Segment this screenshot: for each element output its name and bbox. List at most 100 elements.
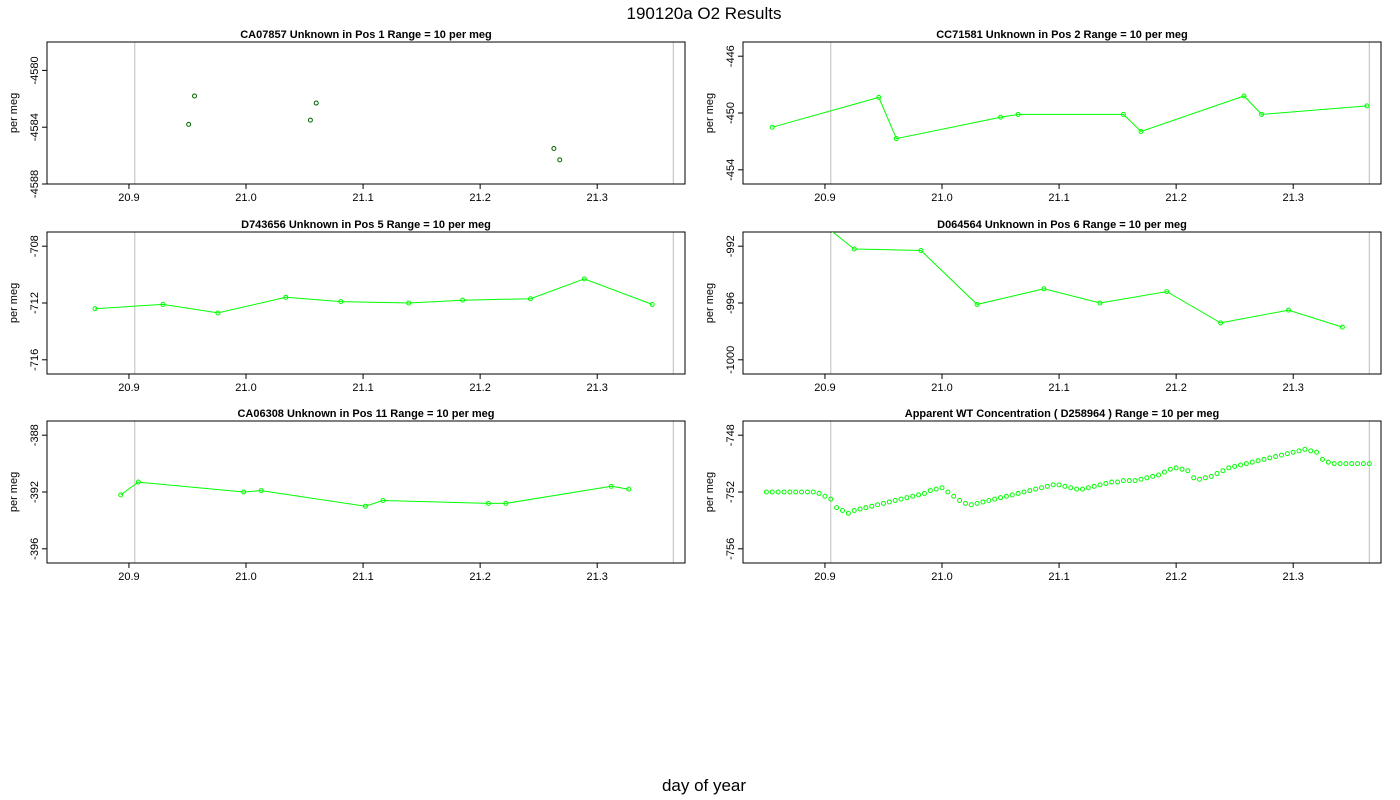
data-point: [608, 483, 614, 489]
data-point: [869, 503, 875, 509]
x-tick-label: 21.2: [469, 382, 490, 394]
data-point: [945, 489, 951, 495]
x-tick-label: 20.9: [814, 571, 835, 583]
data-point: [893, 136, 899, 142]
data-point: [998, 495, 1004, 501]
data-point: [1009, 492, 1015, 498]
data-layer: [831, 232, 1345, 330]
data-point: [241, 489, 247, 495]
data-point: [1161, 469, 1167, 475]
data-point: [927, 488, 933, 494]
y-tick-label: -756: [725, 538, 737, 560]
data-point: [951, 493, 957, 499]
data-point: [1220, 468, 1226, 474]
data-point: [1062, 483, 1068, 489]
x-tick-label: 21.3: [586, 382, 607, 394]
data-point: [845, 510, 851, 516]
x-tick-label: 21.3: [586, 192, 607, 204]
data-point: [1185, 468, 1191, 474]
data-point: [1355, 461, 1361, 467]
data-point: [258, 488, 264, 494]
plot-frame: [46, 231, 686, 375]
data-point: [1360, 461, 1366, 467]
x-tick-label: 21.2: [1165, 571, 1186, 583]
data-point: [1097, 482, 1103, 488]
data-point: [1027, 488, 1033, 494]
plot-frame: [742, 231, 1382, 375]
data-point: [215, 310, 221, 316]
x-tick-label: 21.1: [1048, 192, 1069, 204]
data-point: [1278, 452, 1284, 458]
data-point: [1068, 485, 1074, 491]
data-point: [810, 489, 816, 495]
x-tick-label: 21.3: [586, 571, 607, 583]
data-layer: [118, 479, 632, 509]
data-point: [840, 507, 846, 513]
series-line: [120, 481, 629, 507]
panels: CA07857 Unknown in Pos 1 Range = 10 per …: [8, 29, 1382, 583]
x-tick-label: 21.0: [235, 382, 256, 394]
data-point: [1109, 479, 1115, 485]
data-point: [986, 498, 992, 504]
data-layer: [186, 93, 563, 163]
x-tick-label: 20.9: [814, 382, 835, 394]
plot-frame: [742, 41, 1382, 185]
plot-frame: [742, 420, 1382, 564]
panel-title: D743656 Unknown in Pos 5 Range = 10 per …: [241, 219, 491, 231]
y-tick-label: -4580: [29, 56, 41, 84]
x-tick-label: 21.2: [469, 571, 490, 583]
data-layer: [92, 276, 655, 316]
data-point: [1015, 490, 1021, 496]
data-point: [921, 490, 927, 496]
data-point: [1249, 459, 1255, 465]
data-point: [503, 500, 509, 506]
data-point: [1167, 466, 1173, 472]
panel-3: D743656 Unknown in Pos 5 Range = 10 per …: [8, 219, 686, 394]
panel-4: D064564 Unknown in Pos 6 Range = 10 per …: [704, 219, 1382, 394]
data-point: [1243, 461, 1249, 467]
x-tick-label: 21.0: [235, 571, 256, 583]
data-point: [763, 489, 769, 495]
figure-xlabel: day of year: [662, 776, 746, 795]
data-layer: [763, 446, 1372, 516]
data-point: [1091, 483, 1097, 489]
series-line: [831, 232, 1343, 328]
y-tick-label: -748: [725, 424, 737, 446]
data-point: [1286, 307, 1292, 313]
data-point: [939, 485, 945, 491]
data-point: [1138, 476, 1144, 482]
plot-frame: [46, 41, 686, 185]
data-point: [1173, 465, 1179, 471]
data-point: [769, 124, 775, 130]
data-point: [1126, 478, 1132, 484]
data-point: [362, 503, 368, 509]
data-point: [1208, 473, 1214, 479]
y-tick-label: -388: [29, 424, 41, 446]
y-axis-label: per meg: [8, 283, 20, 323]
data-point: [1120, 111, 1126, 117]
x-tick-label: 20.9: [118, 382, 139, 394]
data-point: [313, 100, 319, 106]
data-point: [822, 493, 828, 499]
x-tick-label: 21.3: [1282, 571, 1303, 583]
y-tick-label: -716: [29, 349, 41, 371]
data-point: [1039, 485, 1045, 491]
data-point: [527, 296, 533, 302]
panel-title: CA07857 Unknown in Pos 1 Range = 10 per …: [240, 29, 492, 41]
data-point: [1308, 448, 1314, 454]
panel-title: Apparent WT Concentration ( D258964 ) Ra…: [905, 408, 1220, 420]
y-tick-label: -996: [725, 292, 737, 314]
data-point: [857, 506, 863, 512]
data-point: [1197, 476, 1203, 482]
data-point: [1041, 286, 1047, 292]
data-point: [307, 117, 313, 123]
x-tick-label: 21.2: [1165, 382, 1186, 394]
data-point: [92, 306, 98, 312]
data-point: [186, 121, 192, 127]
data-point: [581, 276, 587, 282]
data-point: [1267, 455, 1273, 461]
y-tick-label: -992: [725, 235, 737, 257]
y-axis-label: per meg: [704, 283, 716, 323]
data-point: [1319, 456, 1325, 462]
x-tick-label: 21.1: [352, 382, 373, 394]
